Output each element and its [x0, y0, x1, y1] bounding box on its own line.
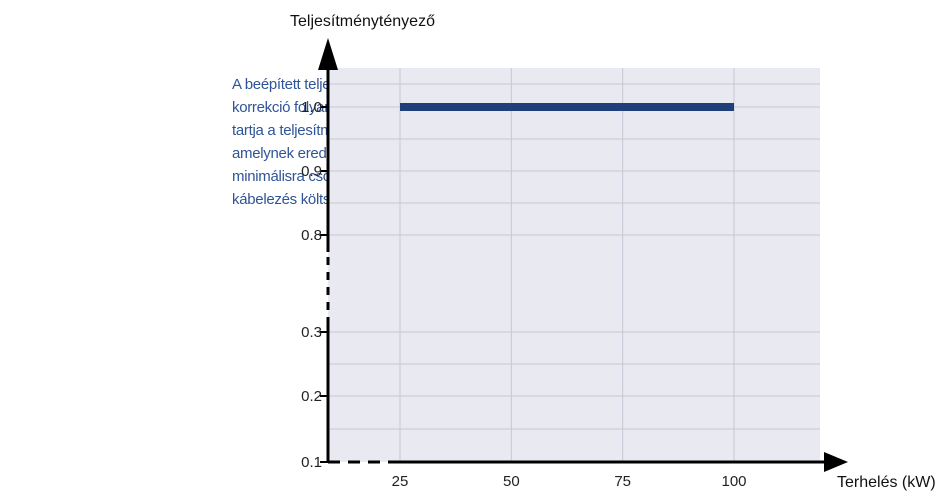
tick-labels: 1.0 0.9 0.8 0.3 0.2 0.1 25 50 75 100 [301, 99, 746, 490]
x-tick-label: 100 [721, 473, 746, 490]
y-tick-label: 1.0 [301, 99, 322, 116]
y-axis-arrow [318, 38, 338, 70]
y-tick-label: 0.2 [301, 388, 322, 405]
axes [318, 38, 848, 472]
x-axis-arrow [824, 452, 848, 472]
x-tick-label: 25 [392, 473, 409, 490]
x-tick-label: 75 [614, 473, 631, 490]
plot-background [328, 68, 820, 462]
x-tick-label: 50 [503, 473, 520, 490]
y-tick-label: 0.1 [301, 454, 322, 471]
y-tick-label: 0.9 [301, 163, 322, 180]
y-tick-label: 0.8 [301, 227, 322, 244]
y-tick-label: 0.3 [301, 324, 322, 341]
x-axis-title: Terhelés (kW) [837, 474, 936, 491]
y-axis-title: Teljesítménytényező [290, 13, 435, 30]
